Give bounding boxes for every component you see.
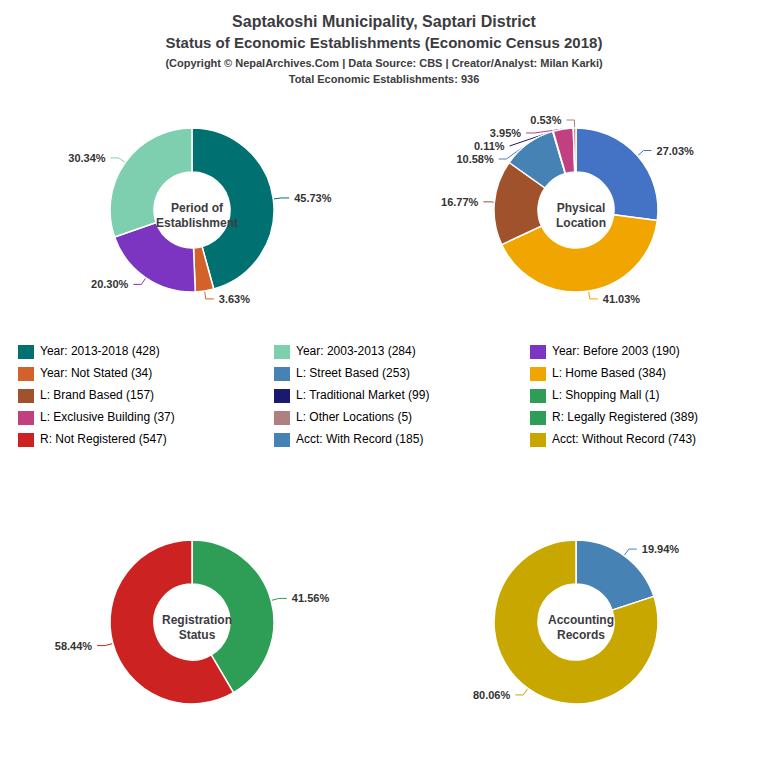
svg-text:Saptakoshi Municipality, Sapta: Saptakoshi Municipality, Saptari Distric… [232,13,536,30]
svg-text:Location: Location [556,216,606,230]
svg-text:58.44%: 58.44% [55,640,93,652]
svg-text:Status: Status [179,628,216,642]
svg-text:20.30%: 20.30% [91,278,129,290]
svg-text:27.03%: 27.03% [657,145,695,157]
svg-text:0.53%: 0.53% [530,114,561,126]
svg-text:L: Street Based (253): L: Street Based (253) [296,366,410,380]
svg-text:80.06%: 80.06% [473,689,511,701]
svg-text:Physical: Physical [557,201,606,215]
svg-text:16.77%: 16.77% [441,196,479,208]
svg-text:Registration: Registration [162,613,232,627]
svg-text:3.63%: 3.63% [219,293,250,305]
svg-text:Year: Not Stated (34): Year: Not Stated (34) [40,366,152,380]
svg-text:Year: 2013-2018 (428): Year: 2013-2018 (428) [40,344,160,358]
svg-text:0.11%: 0.11% [474,140,505,152]
svg-text:3.95%: 3.95% [490,127,521,139]
svg-text:L: Traditional Market (99): L: Traditional Market (99) [296,388,429,402]
svg-text:(Copyright © NepalArchives.Com: (Copyright © NepalArchives.Com | Data So… [165,57,603,69]
svg-text:Status of Economic Establishme: Status of Economic Establishments (Econo… [166,34,603,51]
svg-text:L: Shopping Mall (1): L: Shopping Mall (1) [552,388,659,402]
svg-text:41.56%: 41.56% [292,592,330,604]
svg-text:Period of: Period of [171,201,224,215]
svg-text:10.58%: 10.58% [456,153,494,165]
svg-text:Accounting: Accounting [548,613,614,627]
svg-text:Acct: Without Record (743): Acct: Without Record (743) [552,432,696,446]
svg-text:Establishment: Establishment [156,216,238,230]
svg-text:L: Home Based (384): L: Home Based (384) [552,366,666,380]
svg-text:L: Brand Based (157): L: Brand Based (157) [40,388,154,402]
svg-text:19.94%: 19.94% [642,543,680,555]
svg-text:R: Legally Registered (389): R: Legally Registered (389) [552,410,698,424]
svg-text:Total Economic Establishments:: Total Economic Establishments: 936 [289,73,480,85]
svg-text:L: Other Locations (5): L: Other Locations (5) [296,410,412,424]
svg-text:L: Exclusive Building (37): L: Exclusive Building (37) [40,410,175,424]
svg-text:Year: 2003-2013 (284): Year: 2003-2013 (284) [296,344,416,358]
svg-text:41.03%: 41.03% [603,293,641,305]
svg-text:30.34%: 30.34% [68,152,106,164]
svg-text:Year: Before 2003 (190): Year: Before 2003 (190) [552,344,680,358]
svg-text:Records: Records [557,628,605,642]
svg-text:R: Not Registered (547): R: Not Registered (547) [40,432,167,446]
svg-text:Acct: With Record (185): Acct: With Record (185) [296,432,423,446]
svg-text:45.73%: 45.73% [294,192,332,204]
